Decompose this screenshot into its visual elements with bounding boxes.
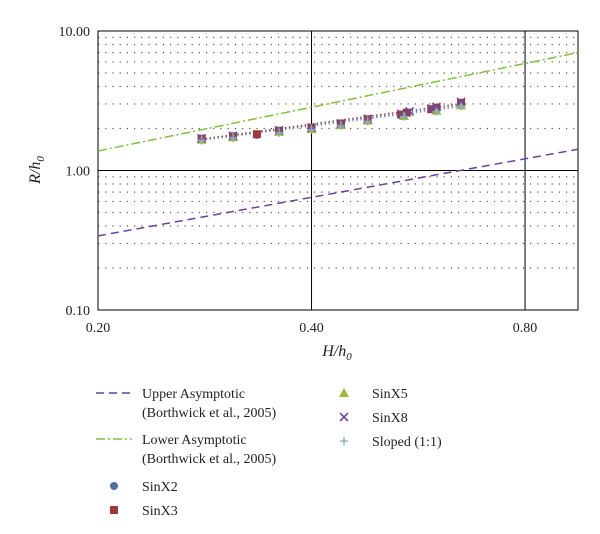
plot-area (97, 30, 579, 311)
data-point (432, 107, 441, 116)
x-axis-label: H/h0 (321, 343, 352, 363)
legend-item: Upper Asymptotic (Borthwick et al., 2005) (96, 387, 276, 421)
data-point (405, 106, 415, 117)
data-point (456, 97, 466, 107)
legend-item: SinX3 (110, 504, 178, 519)
x-tick-label: 0.40 (299, 321, 324, 336)
legend-marker-symbol (340, 437, 348, 445)
data-point (402, 108, 411, 117)
x-tick-label: 0.20 (86, 321, 111, 336)
legend-label: Sloped (1:1) (372, 435, 442, 450)
legend-item: SinX2 (110, 480, 178, 495)
data-point (363, 117, 372, 126)
legend-item: Lower Asymptotic (Borthwick et al., 2005) (96, 433, 276, 467)
trend-line (201, 104, 462, 141)
legend-label: SinX2 (142, 480, 178, 495)
data-point (431, 102, 442, 112)
data-point (336, 121, 345, 130)
data-point (197, 136, 206, 145)
y-tick-label: 1.00 (66, 165, 91, 180)
y-axis-label: R/h0 (27, 156, 47, 185)
trend-line (201, 102, 462, 140)
data-point (307, 125, 316, 134)
x-tick-label: 0.80 (513, 321, 538, 336)
series-points (196, 97, 467, 145)
data-point (399, 112, 408, 121)
data-point (275, 128, 284, 137)
legend-label: SinX5 (372, 387, 408, 402)
legend-item: Sloped (1:1) (340, 435, 442, 450)
legend-marker-symbol (110, 506, 118, 514)
legend-item: SinX5 (339, 387, 408, 402)
legend-label: SinX3 (142, 504, 178, 519)
series-lines (97, 51, 579, 237)
y-axis-label-main: R/h (27, 162, 44, 185)
asymptote-line (97, 51, 579, 152)
y-axis-label-sub: 0 (35, 156, 47, 162)
trend-line (201, 106, 462, 142)
data-point (252, 130, 261, 139)
y-tick-label: 0.10 (66, 304, 91, 319)
legend-label: (Borthwick et al., 2005) (142, 452, 276, 467)
x-axis-label-sub: 0 (346, 351, 352, 363)
x-axis-ticks: 0.20 0.40 0.80 (86, 321, 538, 336)
data-point (457, 102, 466, 111)
y-axis-ticks: 0.10 1.00 10.00 (59, 25, 91, 319)
legend: Upper Asymptotic (Borthwick et al., 2005)… (96, 387, 442, 519)
grid (97, 30, 578, 311)
legend-label: SinX8 (372, 411, 408, 426)
data-point (229, 133, 238, 142)
legend-label: (Borthwick et al., 2005) (142, 406, 276, 421)
x-axis-label-main: H/h (321, 343, 346, 360)
y-tick-label: 10.00 (59, 25, 91, 40)
asymptote-line (97, 148, 579, 237)
legend-label: Upper Asymptotic (142, 387, 245, 402)
legend-marker-symbol (339, 388, 349, 397)
legend-marker-symbol (339, 412, 349, 422)
legend-marker-symbol (110, 482, 118, 490)
legend-label: Lower Asymptotic (142, 433, 247, 448)
legend-item: SinX8 (339, 411, 408, 426)
